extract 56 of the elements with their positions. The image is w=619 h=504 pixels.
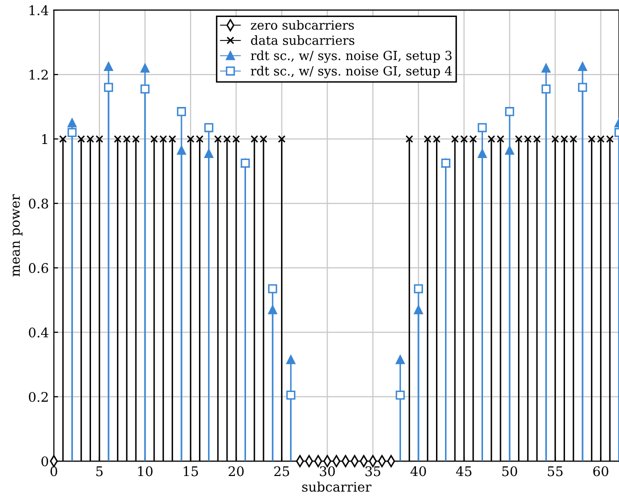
x-axis-title: subcarrier [302, 482, 372, 492]
point [578, 82, 588, 92]
y-tick-label: 1.4 [30, 5, 48, 16]
point [176, 107, 186, 116]
x-tick-label: 10 [138, 466, 153, 476]
point [578, 62, 588, 71]
point [140, 84, 150, 94]
point [278, 135, 286, 143]
point [505, 146, 514, 155]
point [68, 128, 77, 138]
x-tick-label: 60 [593, 466, 608, 476]
point [406, 135, 414, 143]
point [104, 62, 114, 71]
point [414, 284, 423, 294]
x-tick-label: 40 [410, 466, 426, 476]
point [414, 305, 423, 314]
legend-label: rdt sc., w/ sys. noise GI, setup 3 [250, 50, 452, 63]
point [505, 107, 514, 116]
point [268, 284, 278, 294]
x-tick-label: 55 [548, 466, 563, 476]
point [478, 148, 487, 158]
y-tick-label: 1 [42, 134, 48, 144]
y-tick-label: 0.6 [28, 263, 48, 274]
point [104, 82, 114, 92]
y-tick-label: 1.2 [30, 70, 48, 80]
point [478, 123, 487, 132]
point [59, 135, 67, 143]
legend-label: zero subcarriers [250, 20, 354, 30]
point [396, 390, 405, 400]
y-axis-title: mean power [12, 194, 22, 276]
x-tick-label: 30 [320, 466, 335, 476]
legend-label: data subcarriers [251, 35, 354, 45]
x-tick-label: 5 [96, 466, 103, 476]
point [286, 390, 296, 400]
x-tick-label: 15 [184, 466, 198, 476]
x-tick-label: 35 [366, 466, 380, 476]
y-tick-label: 0 [41, 456, 48, 466]
y-tick-label: 0.8 [28, 198, 48, 209]
x-tick-label: 20 [228, 466, 244, 476]
point [176, 146, 186, 155]
point [542, 64, 551, 73]
point [268, 305, 278, 314]
point [140, 64, 150, 73]
x-tick-label: 25 [274, 466, 290, 476]
legend-label: rdt sc., w/ sys. noise GI, setup 4 [250, 66, 452, 78]
point [396, 355, 405, 364]
point [204, 148, 214, 158]
point [68, 118, 77, 128]
x-tick-label: 50 [502, 466, 518, 476]
y-tick-label: 0.2 [28, 392, 48, 402]
point [542, 84, 551, 94]
x-tick-label: 45 [456, 466, 472, 476]
x-tick-label: 0 [50, 466, 58, 476]
point [204, 123, 214, 132]
point [286, 355, 296, 364]
y-tick-label: 0.4 [28, 328, 48, 338]
